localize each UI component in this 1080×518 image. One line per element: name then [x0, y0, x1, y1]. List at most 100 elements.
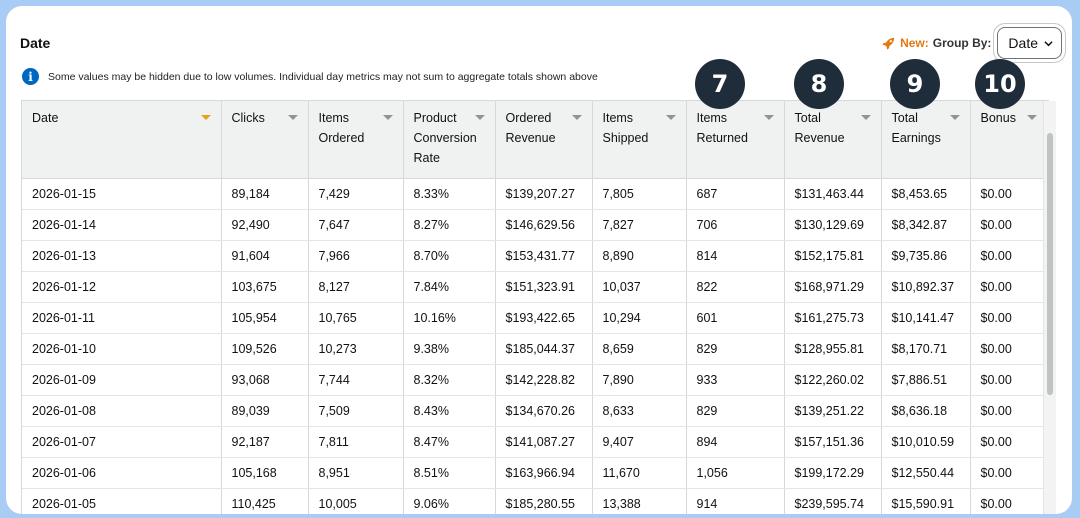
table-cell: $0.00: [970, 271, 1048, 303]
column-header-items-shipped[interactable]: Items Shipped: [592, 101, 687, 179]
table-cell: 8,890: [592, 240, 687, 272]
table-cell: 13,388: [592, 488, 687, 514]
table-cell: 2026-01-10: [22, 333, 222, 365]
table-cell: 2026-01-08: [22, 395, 222, 427]
table-cell: 7,827: [592, 209, 687, 241]
table-cell: 10,765: [308, 302, 404, 334]
table-cell: $139,207.27: [495, 178, 593, 210]
scrollbar-thumb[interactable]: [1047, 133, 1053, 395]
table-cell: 914: [686, 488, 785, 514]
table-row: 2026-01-08 89,039 7,509 8.43% $134,670.26 8,6…: [22, 395, 1048, 427]
column-header-clicks[interactable]: Clicks: [221, 101, 309, 179]
table-cell: 8.47%: [403, 426, 496, 458]
marker-7: 7: [695, 59, 745, 109]
sort-arrow-icon[interactable]: [949, 115, 960, 120]
table-cell: 93,068: [221, 364, 309, 396]
table-row: 2026-01-15 89,184 7,429 8.33% $139,207.27 7,8…: [22, 178, 1048, 210]
table-cell: 92,187: [221, 426, 309, 458]
table-cell: 894: [686, 426, 785, 458]
table-cell: $193,422.65: [495, 302, 593, 334]
table-cell: $185,280.55: [495, 488, 593, 514]
table-cell: 110,425: [221, 488, 309, 514]
column-header-label: Items: [696, 111, 728, 125]
table-cell: 7,509: [308, 395, 404, 427]
group-by-value: Date: [1008, 35, 1038, 51]
table-cell: 8,127: [308, 271, 404, 303]
column-header-items-ordered[interactable]: Items Ordered: [308, 101, 404, 179]
table-cell: 1,056: [686, 457, 785, 489]
column-header-ordered-revenue[interactable]: Ordered Revenue: [495, 101, 593, 179]
table-row: 2026-01-07 92,187 7,811 8.47% $141,087.27 9,4…: [22, 426, 1048, 458]
column-header-label: Date: [32, 111, 59, 125]
group-by-select[interactable]: Date: [997, 27, 1062, 59]
table-cell: 8.51%: [403, 457, 496, 489]
table-cell: $8,342.87: [881, 209, 971, 241]
column-header-product-conversion-rate[interactable]: Product Conversion Rate: [403, 101, 496, 179]
table-scrollbar[interactable]: [1043, 101, 1056, 514]
sort-arrow-icon[interactable]: [665, 115, 676, 120]
table-cell: $157,151.36: [784, 426, 882, 458]
table-cell: 11,670: [592, 457, 687, 489]
column-header-label: Total: [794, 111, 821, 125]
table-cell: 706: [686, 209, 785, 241]
table-cell: $15,590.91: [881, 488, 971, 514]
table-row: 2026-01-10 109,526 10,273 9.38% $185,044.37 8…: [22, 333, 1048, 365]
column-header-total-revenue[interactable]: Total Revenue: [784, 101, 882, 179]
group-by-label: Group By:: [932, 36, 992, 50]
page-title: Date: [20, 35, 51, 51]
table-cell: 8.43%: [403, 395, 496, 427]
table-cell: 8.27%: [403, 209, 496, 241]
sort-arrow-icon[interactable]: [1026, 115, 1037, 120]
table-cell: 8.70%: [403, 240, 496, 272]
table-cell: $0.00: [970, 240, 1048, 272]
table-cell: $239,595.74: [784, 488, 882, 514]
table-cell: $0.00: [970, 426, 1048, 458]
sort-arrow-icon[interactable]: [571, 115, 582, 120]
table-cell: $0.00: [970, 364, 1048, 396]
low-volume-notice: i Some values may be hidden due to low v…: [22, 68, 598, 85]
table-cell: $12,550.44: [881, 457, 971, 489]
table-cell: 8,633: [592, 395, 687, 427]
table-cell: $9,735.86: [881, 240, 971, 272]
table-cell: 8,659: [592, 333, 687, 365]
table-cell: 7,811: [308, 426, 404, 458]
table-cell: $8,636.18: [881, 395, 971, 427]
table-cell: 2026-01-09: [22, 364, 222, 396]
column-header-label: Ordered: [505, 111, 552, 125]
column-header-total-earnings[interactable]: Total Earnings: [881, 101, 971, 179]
column-header-label: Returned: [696, 131, 748, 145]
column-header-label: Earnings: [891, 131, 941, 145]
table-cell: 829: [686, 333, 785, 365]
table-cell: 7,647: [308, 209, 404, 241]
table-cell: 103,675: [221, 271, 309, 303]
sort-arrow-icon[interactable]: [382, 115, 393, 120]
table-cell: 7,744: [308, 364, 404, 396]
table-cell: 7,805: [592, 178, 687, 210]
table-cell: 2026-01-06: [22, 457, 222, 489]
table-cell: 7.84%: [403, 271, 496, 303]
column-header-label: Product: [413, 111, 457, 125]
sort-arrow-icon[interactable]: [763, 115, 774, 120]
table-cell: 2026-01-14: [22, 209, 222, 241]
column-header-bonus[interactable]: Bonus: [970, 101, 1048, 179]
table-cell: $139,251.22: [784, 395, 882, 427]
sort-arrow-icon[interactable]: [860, 115, 871, 120]
column-header-items-returned[interactable]: Items Returned: [686, 101, 785, 179]
table-cell: 10,037: [592, 271, 687, 303]
column-header-date[interactable]: Date: [22, 101, 222, 179]
sort-arrow-icon[interactable]: [200, 115, 211, 120]
table-cell: 10,273: [308, 333, 404, 365]
sort-arrow-icon[interactable]: [474, 115, 485, 120]
column-header-label: Conversion: [413, 131, 477, 145]
table-cell: 2026-01-07: [22, 426, 222, 458]
notice-text: Some values may be hidden due to low vol…: [48, 70, 598, 83]
sort-arrow-icon[interactable]: [287, 115, 298, 120]
table-cell: 10,005: [308, 488, 404, 514]
table-cell: $130,129.69: [784, 209, 882, 241]
table-cell: $131,463.44: [784, 178, 882, 210]
table-row: 2026-01-14 92,490 7,647 8.27% $146,629.56 7,8…: [22, 209, 1048, 241]
table-cell: $122,260.02: [784, 364, 882, 396]
marker-9: 9: [890, 59, 940, 109]
info-icon: i: [22, 68, 39, 85]
table-cell: $199,172.29: [784, 457, 882, 489]
